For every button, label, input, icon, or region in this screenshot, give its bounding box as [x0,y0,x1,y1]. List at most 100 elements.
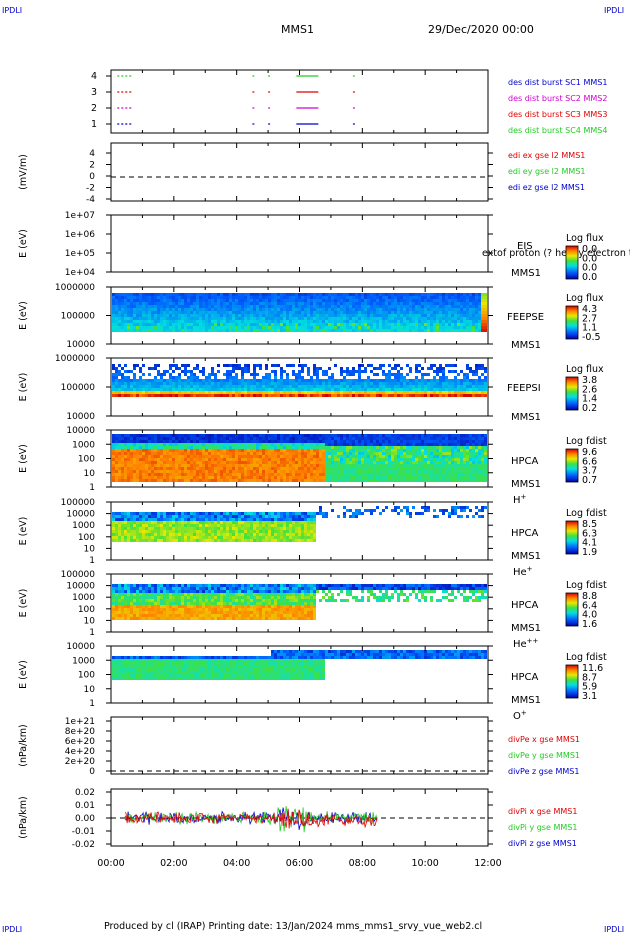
spectrogram-pixel [124,458,127,461]
spectrogram-pixel [271,302,274,305]
spectrogram-pixel [196,473,199,476]
spectrogram-pixel [118,479,121,482]
spectrogram-pixel [208,440,211,443]
spectrogram-pixel [160,311,163,314]
spectrogram-pixel [346,467,349,470]
spectrogram-pixel [286,302,289,305]
spectrogram-pixel [373,329,376,332]
spectrogram-pixel [133,467,136,470]
spectrogram-pixel [268,376,271,379]
spectrogram-pixel [472,464,475,467]
spectrogram-pixel [328,317,331,320]
spectrogram-pixel [175,440,178,443]
spectrogram-pixel [130,379,133,382]
spectrogram-pixel [208,452,211,455]
spectrogram-pixel [373,311,376,314]
spectrogram-pixel [232,376,235,379]
spectrogram-pixel [172,293,175,296]
spectrogram-pixel [469,311,472,314]
spectrogram-pixel [406,364,409,367]
panel-side-label: MMS1 [511,340,541,351]
spectrogram-pixel [274,302,277,305]
spectrogram-pixel [127,452,130,455]
spectrogram-pixel [157,373,160,376]
spectrogram-pixel [226,476,229,479]
spectrogram-pixel [154,476,157,479]
spectrogram-pixel [391,394,394,397]
spectrogram-pixel [418,473,421,476]
spectrogram-pixel [391,373,394,376]
spectrogram-pixel [235,385,238,388]
spectrogram-pixel [178,379,181,382]
spectrogram-pixel [247,476,250,479]
spectrogram-pixel [355,382,358,385]
spectrogram-pixel [253,461,256,464]
spectrogram-pixel [439,311,442,314]
spectrogram-pixel [184,373,187,376]
spectrogram-pixel [442,329,445,332]
spectrogram-pixel [139,449,142,452]
spectrogram-pixel [382,379,385,382]
spectrogram-pixel [358,305,361,308]
spectrogram-pixel [307,437,310,440]
spectrogram-pixel [319,329,322,332]
spectrogram-pixel [235,308,238,311]
spectrogram-pixel [226,373,229,376]
spectrogram-pixel [322,382,325,385]
spectrogram-pixel [196,476,199,479]
spectrogram-pixel [391,367,394,370]
spectrogram-pixel [214,385,217,388]
spectrogram-pixel [205,440,208,443]
spectrogram-pixel [133,437,136,440]
spectrogram-pixel [466,311,469,314]
spectrogram-pixel [346,379,349,382]
spectrogram-pixel [196,470,199,473]
spectrogram-pixel [400,437,403,440]
spectrogram-pixel [172,385,175,388]
spectrogram-pixel [274,473,277,476]
legend-entry: edi ex gse l2 MMS1 [508,151,585,160]
spectrogram-pixel [379,367,382,370]
spectrogram-pixel [310,458,313,461]
spectrogram-pixel [235,449,238,452]
spectrogram-pixel [472,320,475,323]
spectrogram-pixel [163,452,166,455]
spectrogram-pixel [226,308,229,311]
spectrogram-pixel [268,391,271,394]
spectrogram-pixel [178,317,181,320]
spectrogram-pixel [415,329,418,332]
spectrogram-pixel [319,388,322,391]
spectrogram-pixel [478,461,481,464]
spectrogram-pixel [421,449,424,452]
spectrogram-pixel [376,449,379,452]
spectrogram-pixel [409,326,412,329]
spectrogram-pixel [235,302,238,305]
spectrogram-pixel [418,434,421,437]
spectrogram-pixel [124,320,127,323]
spectrogram-pixel [295,296,298,299]
spectrogram-pixel [238,308,241,311]
spectrogram-pixel [211,449,214,452]
spectrogram-pixel [235,464,238,467]
spectrogram-pixel [418,382,421,385]
spectrogram-pixel [430,434,433,437]
spectrogram-pixel [232,323,235,326]
spectrogram-pixel [127,443,130,446]
spectrogram-pixel [355,391,358,394]
spectrogram-pixel [127,302,130,305]
spectrogram-pixel [172,443,175,446]
spectrogram-pixel [355,437,358,440]
spectrogram-pixel [157,437,160,440]
spectrogram-pixel [325,370,328,373]
spectrogram-pixel [370,458,373,461]
spectrogram-pixel [301,314,304,317]
spectrogram-pixel [469,479,472,482]
spectrogram-pixel [373,473,376,476]
spectrogram-pixel [259,437,262,440]
spectrogram-pixel [184,326,187,329]
spectrogram-pixel [163,437,166,440]
spectrogram-pixel [280,299,283,302]
spectrogram-pixel [178,314,181,317]
spectrogram-pixel [391,443,394,446]
spectrogram-pixel [133,323,136,326]
